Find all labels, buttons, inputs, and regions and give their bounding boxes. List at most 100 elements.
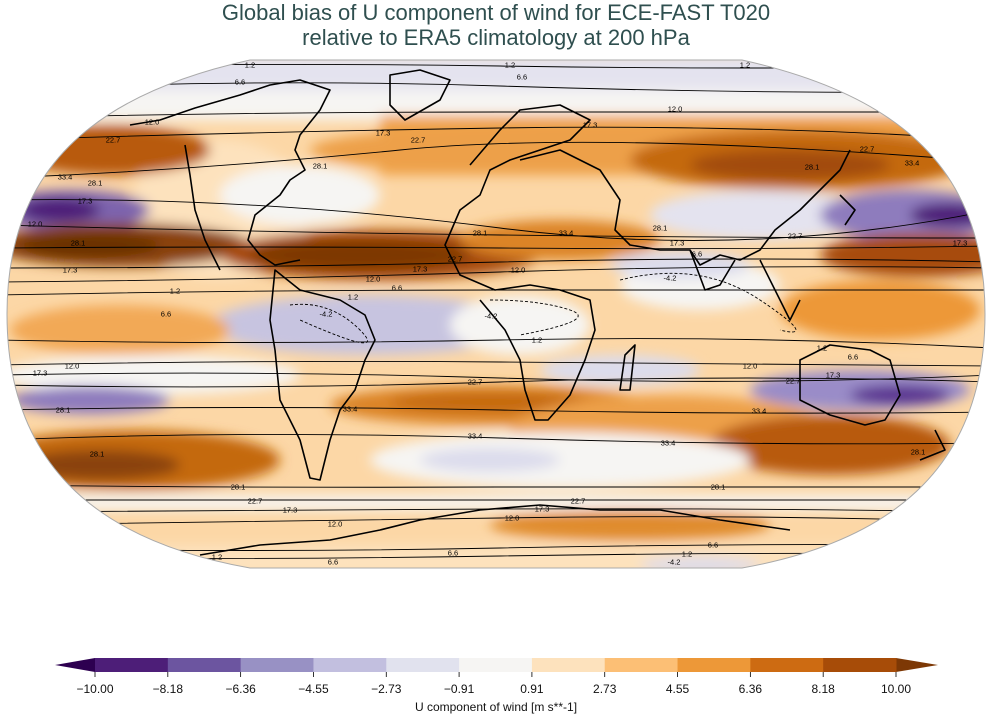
colorbar-segment bbox=[604, 658, 679, 672]
contour-label: 1.2 bbox=[212, 553, 222, 562]
colorbar-segment bbox=[95, 658, 169, 672]
colorbar-tick-label: 6.36 bbox=[738, 682, 763, 696]
contour-label: 1.2 bbox=[682, 550, 692, 559]
contour-label: 28.1 bbox=[653, 224, 668, 233]
contour-label: 17.3 bbox=[63, 266, 78, 275]
contour-label: 6.6 bbox=[448, 549, 458, 558]
colorbar-tick-label: 4.55 bbox=[665, 682, 690, 696]
contour-label: 22.7 bbox=[786, 377, 801, 386]
contour-labels: 1.2 1.2 1.26.66.612.012.022.717.322.717.32… bbox=[28, 61, 968, 567]
contour-label: 22.7 bbox=[248, 497, 263, 506]
contour-label: 22.7 bbox=[860, 145, 875, 154]
colorbar-tick-label: −10.00 bbox=[76, 682, 114, 696]
contour-label: 33.4 bbox=[661, 439, 676, 448]
contour-label: 1.2 bbox=[817, 344, 827, 353]
colorbar-under-arrow bbox=[55, 658, 95, 672]
contour-label: 33.4 bbox=[905, 159, 920, 168]
colorbar-tick-label: −0.91 bbox=[443, 682, 475, 696]
colorbar-tick-label: −6.36 bbox=[225, 682, 256, 696]
contour-label: 17.3 bbox=[535, 505, 550, 514]
contour-label: 22.7 bbox=[448, 255, 463, 264]
contour-label: -4.2 bbox=[668, 558, 681, 567]
contour-label: 17.3 bbox=[376, 129, 391, 138]
contour-label: 6.6 bbox=[328, 558, 338, 567]
contour-label: 1.2 bbox=[348, 293, 358, 302]
contour-label: 22.7 bbox=[106, 136, 121, 145]
colorbar-segment bbox=[240, 658, 314, 672]
colorbar-tick-label: −8.18 bbox=[152, 682, 183, 696]
bias-field: 1.2 1.2 1.26.66.612.012.022.717.322.717.32… bbox=[7, 60, 985, 568]
contour-label: 12.0 bbox=[668, 105, 683, 114]
colorbar-segment bbox=[677, 658, 751, 672]
colorbar-label: U component of wind [m s**-1] bbox=[414, 700, 578, 714]
contour-label: 6.6 bbox=[235, 78, 245, 87]
contour-label: 1.2 bbox=[740, 61, 750, 70]
colorbar-segment bbox=[167, 658, 242, 672]
contour-label: 33.4 bbox=[58, 173, 73, 182]
contour-label: 28.1 bbox=[313, 162, 328, 171]
contour-label: 28.1 bbox=[911, 448, 926, 457]
contour-label: 6.6 bbox=[161, 310, 171, 319]
contour-label: 12.0 bbox=[511, 266, 526, 275]
contour-label: 33.4 bbox=[752, 407, 767, 416]
contour-label: 28.1 bbox=[231, 483, 246, 492]
colorbar-segment bbox=[386, 658, 460, 672]
contour-label: 1.2 bbox=[532, 336, 542, 345]
contour-label: -4.2 bbox=[485, 312, 498, 321]
contour-label: 22.7 bbox=[468, 378, 483, 387]
contour-label: 17.3 bbox=[78, 197, 93, 206]
colorbar-tick-label: 0.91 bbox=[520, 682, 544, 696]
contour-label: 28.1 bbox=[88, 179, 103, 188]
contour-label: 1.2 bbox=[505, 61, 515, 70]
contour-label: 12.0 bbox=[505, 514, 520, 523]
contour-label: 12.0 bbox=[145, 118, 160, 127]
contour-label: 17.3 bbox=[583, 121, 598, 130]
contour-label: 17.3 bbox=[826, 371, 841, 380]
colorbar-over-arrow bbox=[896, 658, 938, 672]
coastlines bbox=[129, 69, 946, 556]
chart-title-line-1: Global bias of U component of wind for E… bbox=[221, 0, 771, 25]
contour-label: 28.1 bbox=[90, 450, 105, 459]
colorbar-segment bbox=[750, 658, 824, 672]
contour-label: 6.6 bbox=[692, 250, 702, 259]
contour-label: 28.1 bbox=[805, 163, 820, 172]
contour-label: 33.4 bbox=[343, 405, 358, 414]
contour-label: 17.3 bbox=[33, 369, 48, 378]
contour-label: 6.6 bbox=[517, 73, 527, 82]
colorbar-tick-label: −4.55 bbox=[298, 682, 329, 696]
contour-label: 12.0 bbox=[328, 520, 343, 529]
contour-label: 28.1 bbox=[473, 229, 488, 238]
contour-label: 17.3 bbox=[413, 265, 428, 274]
contour-label: 12.0 bbox=[65, 362, 80, 371]
contour-label: 17.3 bbox=[953, 239, 968, 248]
contour-label: 6.6 bbox=[708, 541, 718, 550]
contour-label: 12.0 bbox=[743, 362, 758, 371]
contour-label: 22.7 bbox=[411, 136, 426, 145]
colorbar-tick-label: 2.73 bbox=[593, 682, 617, 696]
contour-label: 22.7 bbox=[788, 232, 803, 241]
contour-label: 28.1 bbox=[711, 483, 726, 492]
contour-label: 33.4 bbox=[468, 432, 483, 441]
contour-label: -4.2 bbox=[664, 274, 677, 283]
contour-label: 12.0 bbox=[28, 220, 43, 229]
colorbar-segment bbox=[823, 658, 897, 672]
colorbar-tick-label: 8.18 bbox=[811, 682, 835, 696]
colorbar-segment bbox=[313, 658, 387, 672]
contour-label: -4.2 bbox=[320, 310, 333, 319]
colorbar-segment bbox=[459, 658, 533, 672]
contour-label: 28.1 bbox=[71, 239, 86, 248]
colorbar-tick-label: 10.00 bbox=[880, 682, 912, 696]
colorbar bbox=[55, 658, 938, 677]
contour-label: 1.2 bbox=[170, 287, 180, 296]
colorbar-tick-label: −2.73 bbox=[371, 682, 402, 696]
map-boundary bbox=[6, 59, 986, 569]
chart-title-line-2: relative to ERA5 climatology at 200 hPa bbox=[302, 25, 690, 50]
contour-label: 17.3 bbox=[670, 239, 685, 248]
contour-label: 28.1 bbox=[56, 406, 71, 415]
contour-label: 17.3 bbox=[283, 506, 298, 515]
contour-label: 6.6 bbox=[848, 353, 858, 362]
contour-label: 22.7 bbox=[571, 497, 586, 506]
contour-label: 1.2 bbox=[245, 61, 255, 70]
contour-label: 33.4 bbox=[559, 229, 574, 238]
